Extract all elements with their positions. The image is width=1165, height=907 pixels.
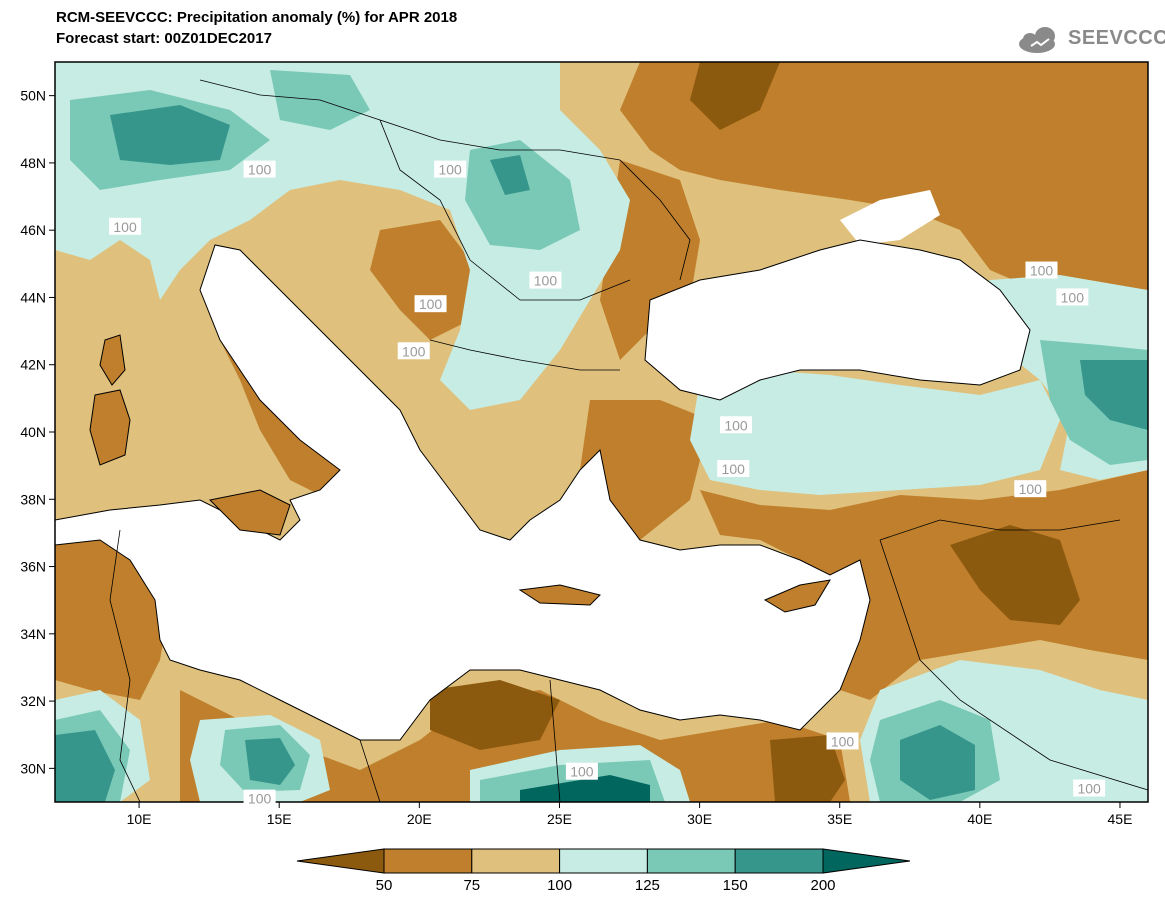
lat-tick-label: 42N	[20, 357, 46, 373]
colorbar-swatch	[383, 848, 473, 874]
wettest-zone-carpathians	[490, 155, 530, 195]
colorbar-high-triangle	[822, 848, 911, 874]
very-dry-zone-libya	[430, 680, 560, 750]
contour-label: 100	[438, 162, 462, 178]
corsica	[99, 334, 126, 386]
lat-tick-label: 38N	[20, 491, 46, 507]
azov-sea	[840, 190, 940, 245]
lat-tick-label: 50N	[20, 88, 46, 104]
contour-label: 100	[534, 273, 558, 289]
lon-tick-label: 30E	[687, 811, 712, 827]
longitude-axis: 10E 15E 20E 25E 30E 35E 40E 45E	[127, 802, 1133, 827]
forecast-start-label: Forecast start: 00Z01DEC2017	[56, 30, 272, 47]
contour-label-bg	[434, 160, 467, 178]
wet-zone-anatolia	[690, 370, 1060, 495]
map-title: RCM-SEEVCCC: Precipitation anomaly (%) f…	[56, 9, 458, 26]
lat-tick-label: 46N	[20, 222, 46, 238]
colorbar-label: 200	[810, 877, 835, 894]
contour-label: 100	[402, 343, 426, 359]
contour-label: 100	[1030, 263, 1054, 279]
lon-tick-label: 45E	[1108, 811, 1133, 827]
wettest-zone-libya	[245, 738, 295, 785]
lon-tick-label: 10E	[127, 811, 152, 827]
colorbar-low-triangle	[296, 848, 385, 874]
dry-zone-east-turkey-syria	[700, 470, 1148, 700]
contour-label: 100	[1061, 289, 1085, 305]
contour-label-bg	[529, 271, 562, 289]
very-dry-zone-egypt	[770, 735, 845, 802]
latitude-axis: 50N 48N 46N 44N 42N 40N 38N 36N 34N 32N 30N	[20, 88, 55, 776]
dry-zone-ukraine	[620, 62, 1148, 310]
dry-zone-libya	[180, 690, 850, 802]
contour-label-bg	[565, 762, 598, 780]
contour-label-bg	[1073, 779, 1106, 797]
seevccc-logo	[1019, 27, 1055, 53]
black-sea	[645, 240, 1030, 400]
wettest-zone-tunisia	[55, 730, 115, 802]
contour-label: 100	[1077, 781, 1101, 797]
lat-tick-label: 30N	[20, 760, 46, 776]
contour-label-bg	[717, 460, 750, 477]
crete	[518, 584, 601, 606]
lon-tick-label: 40E	[967, 811, 992, 827]
very-dry-zone-syria	[950, 525, 1080, 625]
colorbar-swatch	[471, 848, 561, 874]
contour-label: 100	[248, 791, 272, 807]
colorbar-label: 150	[723, 877, 748, 894]
wettest-zone-caucasus	[1080, 360, 1148, 430]
contour-label: 100	[113, 219, 137, 235]
wettest-zone-alps	[110, 105, 230, 165]
logo-text: SEEVCCC	[1068, 27, 1165, 49]
lat-tick-label: 34N	[20, 626, 46, 642]
wettest-zone-arabia	[900, 725, 975, 800]
very-dry-zone-ukraine	[690, 62, 780, 130]
lat-tick-label: 44N	[20, 289, 46, 305]
lon-tick-label: 25E	[547, 811, 572, 827]
contour-label-bg	[243, 160, 276, 178]
colorbar-swatch	[559, 848, 648, 874]
contour-label: 100	[722, 461, 746, 477]
colorbar-label: 125	[635, 877, 660, 894]
wettest-zone-egypt	[520, 775, 650, 802]
contour-label-bg	[414, 295, 447, 313]
anomaly-field	[55, 62, 1148, 802]
contour-label-bg	[826, 732, 859, 750]
lon-tick-label: 15E	[267, 811, 292, 827]
lon-tick-label: 35E	[827, 811, 852, 827]
contour-label-bg	[109, 217, 142, 235]
cyprus	[763, 579, 831, 613]
sardinia	[89, 389, 131, 466]
colorbar-label: 100	[547, 877, 572, 894]
lat-tick-label: 36N	[20, 559, 46, 575]
sicily	[208, 489, 291, 536]
contour-label: 100	[419, 296, 443, 312]
contour-label-bg	[1014, 480, 1047, 498]
contour-label: 100	[248, 162, 272, 178]
lat-tick-label: 48N	[20, 155, 46, 171]
contour-label: 100	[1019, 481, 1043, 497]
lat-tick-label: 32N	[20, 693, 46, 709]
contour-label-bg	[720, 416, 753, 434]
colorbar: 50 75 100 125 150 200	[296, 848, 911, 894]
colorbar-label: 50	[376, 877, 393, 894]
contour-label-bg	[397, 342, 430, 360]
colorbar-swatch	[646, 848, 736, 874]
contour-label: 100	[831, 733, 855, 749]
contour-label-bg	[1025, 261, 1058, 279]
mediterranean-sea	[55, 245, 870, 740]
colorbar-label: 75	[463, 877, 480, 894]
lon-tick-label: 20E	[407, 811, 432, 827]
country-borders	[109, 79, 1148, 802]
contour-label: 100	[570, 764, 594, 780]
cloud-icon	[1019, 27, 1055, 53]
contour-label: 100	[724, 417, 748, 433]
contour-labels: 100 100 100 100 100 100 100 100 100 100 100 100 100 1…	[109, 160, 1106, 807]
contour-label-bg	[1056, 288, 1089, 306]
colorbar-swatch	[734, 848, 824, 874]
contour-label-bg	[243, 789, 276, 807]
lat-tick-label: 40N	[20, 424, 46, 440]
